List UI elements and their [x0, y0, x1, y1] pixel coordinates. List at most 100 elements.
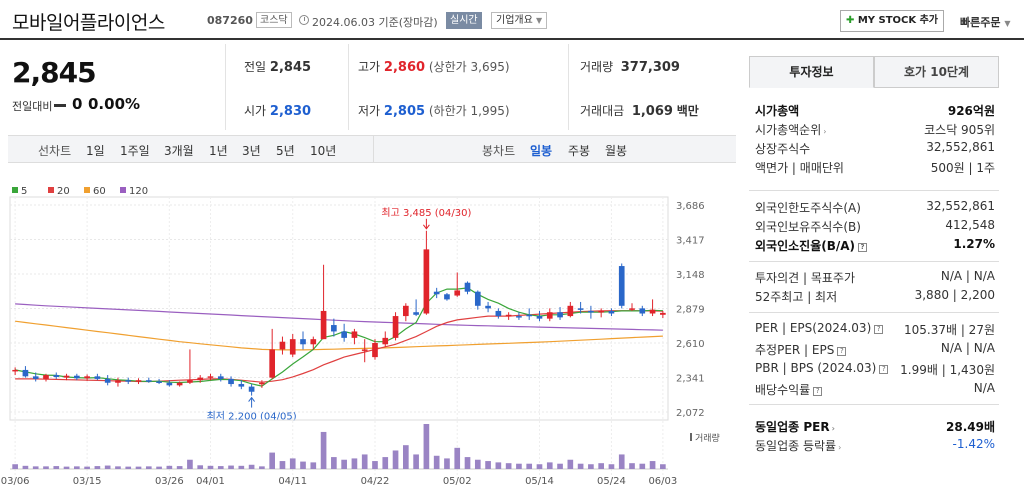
candle-body	[341, 331, 347, 338]
help-icon[interactable]: ?	[813, 387, 823, 396]
y-tick-label: 2,879	[676, 305, 705, 316]
help-icon[interactable]: ?	[879, 365, 889, 374]
low-value: 2,805	[383, 104, 426, 119]
candle-body	[217, 376, 224, 379]
volume-bar	[495, 462, 502, 469]
volume-bar	[608, 464, 615, 469]
mystock-add-label: MY STOCK 추가	[857, 15, 939, 26]
tab-5y[interactable]: 5년	[276, 144, 295, 158]
candle-body	[269, 349, 275, 378]
candle-body	[238, 384, 245, 387]
candle-body	[557, 312, 563, 318]
info-row: 동일업종 등락률 › -1.42%	[755, 437, 995, 455]
info-row: 추정PER | EPS? N/A | N/A	[755, 341, 995, 359]
volume-bar	[12, 464, 18, 469]
volume-bar	[351, 458, 358, 469]
volume-bar	[526, 463, 533, 469]
info-value: 412,548	[945, 218, 995, 232]
info-label: PBR | BPS (2024.03)?	[755, 361, 889, 375]
info-label[interactable]: 동일업종 등락률 ›	[755, 439, 842, 453]
candle-body	[351, 331, 358, 338]
volume-bar	[84, 466, 90, 469]
volume-bar	[269, 452, 275, 469]
tab-1d[interactable]: 1일	[86, 144, 105, 158]
tab-3y[interactable]: 3년	[242, 144, 261, 158]
info-row: 외국인한도주식수(A) 32,552,861	[755, 199, 995, 217]
tab-weekly[interactable]: 주봉	[568, 144, 591, 158]
company-overview-button[interactable]: 기업개요 ▼	[491, 12, 548, 29]
info-row: 상장주식수 32,552,861	[755, 140, 995, 158]
realtime-button[interactable]: 실시간	[446, 12, 482, 29]
info-value: N/A | N/A	[940, 341, 995, 355]
quick-order-button[interactable]: 빠른주문 ▼	[960, 14, 1010, 30]
candle-body	[279, 341, 286, 350]
volume-legend-mark	[690, 433, 692, 441]
quote-date: 2024.06.03 기준(장마감)	[312, 16, 438, 29]
info-label: 외국인한도주식수(A)	[755, 201, 861, 215]
divider	[749, 261, 999, 262]
volume-bar	[217, 466, 224, 469]
candle-body	[454, 290, 461, 296]
candle-body	[588, 310, 594, 313]
y-tick-label: 3,686	[676, 201, 705, 212]
y-tick-label: 3,148	[676, 270, 705, 281]
candle-chart-label: 봉차트	[482, 144, 516, 158]
volume-bar	[392, 450, 399, 469]
mystock-add-button[interactable]: ✚ MY STOCK 추가	[840, 10, 944, 32]
prev-close: 전일 2,845	[244, 58, 311, 75]
volume-bar	[74, 466, 80, 469]
stock-name[interactable]: 모바일어플라이언스	[12, 12, 165, 34]
trade-amount: 거래대금 1,069 백만	[580, 102, 699, 119]
candle-body	[166, 382, 173, 386]
candle-body	[577, 308, 584, 310]
info-row: PER | EPS(2024.03)? 105.37배 | 27원	[755, 321, 995, 339]
tab-3m[interactable]: 3개월	[164, 144, 194, 158]
chevron-right-icon: ›	[838, 443, 842, 452]
volume-bar	[423, 424, 430, 469]
candle-body	[433, 291, 440, 295]
amount-unit: 백만	[676, 104, 699, 118]
x-tick-label: 03/06	[1, 476, 30, 487]
divider	[749, 312, 999, 313]
info-row: PBR | BPS (2024.03)? 1.99배 | 1,430원	[755, 361, 995, 379]
market-badge: 코스닥	[256, 12, 292, 28]
help-icon[interactable]: ?	[874, 325, 884, 334]
tab-monthly[interactable]: 월봉	[605, 144, 628, 158]
open-label: 시가	[244, 104, 267, 118]
info-value: -1.42%	[952, 437, 995, 451]
legend-swatch	[12, 187, 18, 193]
prev-close-label: 전일	[244, 60, 267, 74]
candle-body	[63, 375, 70, 378]
tab-10y[interactable]: 10년	[310, 144, 337, 158]
candle-body	[115, 380, 121, 383]
current-price: 2,845	[12, 56, 97, 89]
volume-bar	[639, 463, 646, 469]
volume-bar	[135, 466, 142, 469]
info-label[interactable]: 동일업종 PER ›	[755, 420, 835, 434]
y-tick-label: 3,417	[676, 236, 705, 247]
info-value: 코스닥 905위	[924, 123, 995, 137]
tab-daily[interactable]: 일봉	[530, 144, 553, 158]
volume-bar	[187, 459, 193, 469]
info-row: 시가총액 926억원	[755, 102, 995, 120]
min-annotation-arrowhead	[248, 396, 256, 402]
help-icon[interactable]: ?	[858, 243, 868, 252]
tab-investment-info[interactable]: 투자정보	[749, 56, 874, 88]
candle-body	[649, 309, 656, 314]
tab-order-book-10[interactable]: 호가 10단계	[874, 56, 999, 88]
tab-1w[interactable]: 1주일	[120, 144, 150, 158]
volume-bar	[320, 431, 327, 469]
x-tick-label: 03/15	[73, 476, 102, 487]
info-label: 액면가 | 매매단위	[755, 161, 844, 175]
info-value: 28.49배	[946, 420, 995, 434]
candle-body	[598, 310, 604, 313]
candle-body	[197, 377, 204, 381]
volume-bar	[238, 465, 245, 469]
x-tick-label: 04/11	[278, 476, 307, 487]
help-icon[interactable]: ?	[837, 347, 847, 356]
info-label[interactable]: 시가총액순위 ›	[755, 123, 827, 137]
high-value: 2,860	[383, 60, 426, 75]
volume-bar	[176, 466, 183, 469]
tab-1y[interactable]: 1년	[209, 144, 228, 158]
price-chart[interactable]: 3,686 3,417 3,148 2,879 2,610 2,341 2,072 03/06…	[0, 180, 740, 492]
